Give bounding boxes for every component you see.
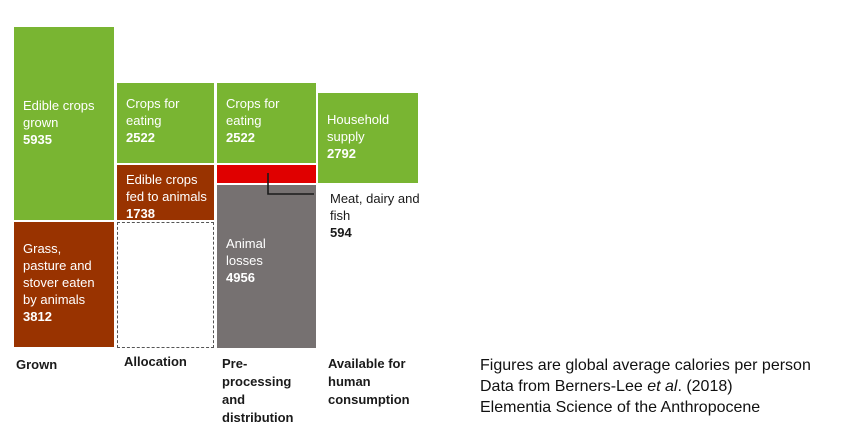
bar-label: Animal losses (226, 236, 266, 268)
bar-edible-crops-grown: Edible crops grown 5935 (14, 27, 114, 220)
stage-label-allocation: Allocation (124, 354, 187, 369)
callout-meat-dairy-fish: Meat, dairy and fish 594 (330, 190, 420, 241)
bar-value: 2522 (126, 130, 155, 145)
bar-pre-crops-for-eating: Crops for eating 2522 (217, 83, 316, 163)
bar-label: Crops for eating (226, 96, 280, 128)
bar-grass-pasture-stover: Grass, pasture and stover eaten by anima… (14, 222, 114, 347)
callout-value: 594 (330, 225, 352, 240)
source-note: Figures are global average calories per … (480, 355, 811, 418)
bar-value: 2792 (327, 146, 356, 161)
bar-value: 5935 (23, 132, 52, 147)
stage-label-grown: Grown (16, 357, 58, 372)
note-line-2: Data from Berners-Lee et al. (2018) (480, 376, 811, 397)
note-line-3: Elementia Science of the Anthropocene (480, 399, 761, 416)
bar-label: Crops for eating (126, 96, 180, 128)
bar-value: 3812 (23, 309, 52, 324)
bar-household-supply: Household supply 2792 (318, 93, 418, 183)
note-line-2-italic: et al (647, 378, 678, 395)
stage-label-preprocessing: Pre-processing and distribution (222, 356, 294, 425)
bar-alloc-empty-dashed (117, 222, 214, 348)
bar-animal-losses: Animal losses 4956 (217, 185, 316, 348)
bar-value: 2522 (226, 130, 255, 145)
note-line-2-suffix: . (2018) (677, 378, 733, 395)
bar-meat-dairy-fish (217, 165, 316, 183)
callout-label: Meat, dairy and fish (330, 191, 420, 223)
note-line-2-prefix: Data from Berners-Lee (480, 378, 648, 395)
stage-label-available: Available for human consumption (328, 356, 410, 407)
bar-label: Edible crops fed to animals (126, 172, 207, 204)
bar-value: 1738 (126, 206, 155, 221)
bar-label: Household supply (327, 112, 390, 144)
note-line-1: Figures are global average calories per … (480, 357, 811, 374)
bar-edible-crops-fed-to-animals: Edible crops fed to animals 1738 (117, 165, 214, 221)
bar-alloc-crops-for-eating: Crops for eating 2522 (117, 83, 214, 163)
bar-label: Edible crops grown (23, 98, 95, 130)
bar-value: 4956 (226, 270, 255, 285)
bar-label: Grass, pasture and stover eaten by anima… (23, 241, 95, 307)
